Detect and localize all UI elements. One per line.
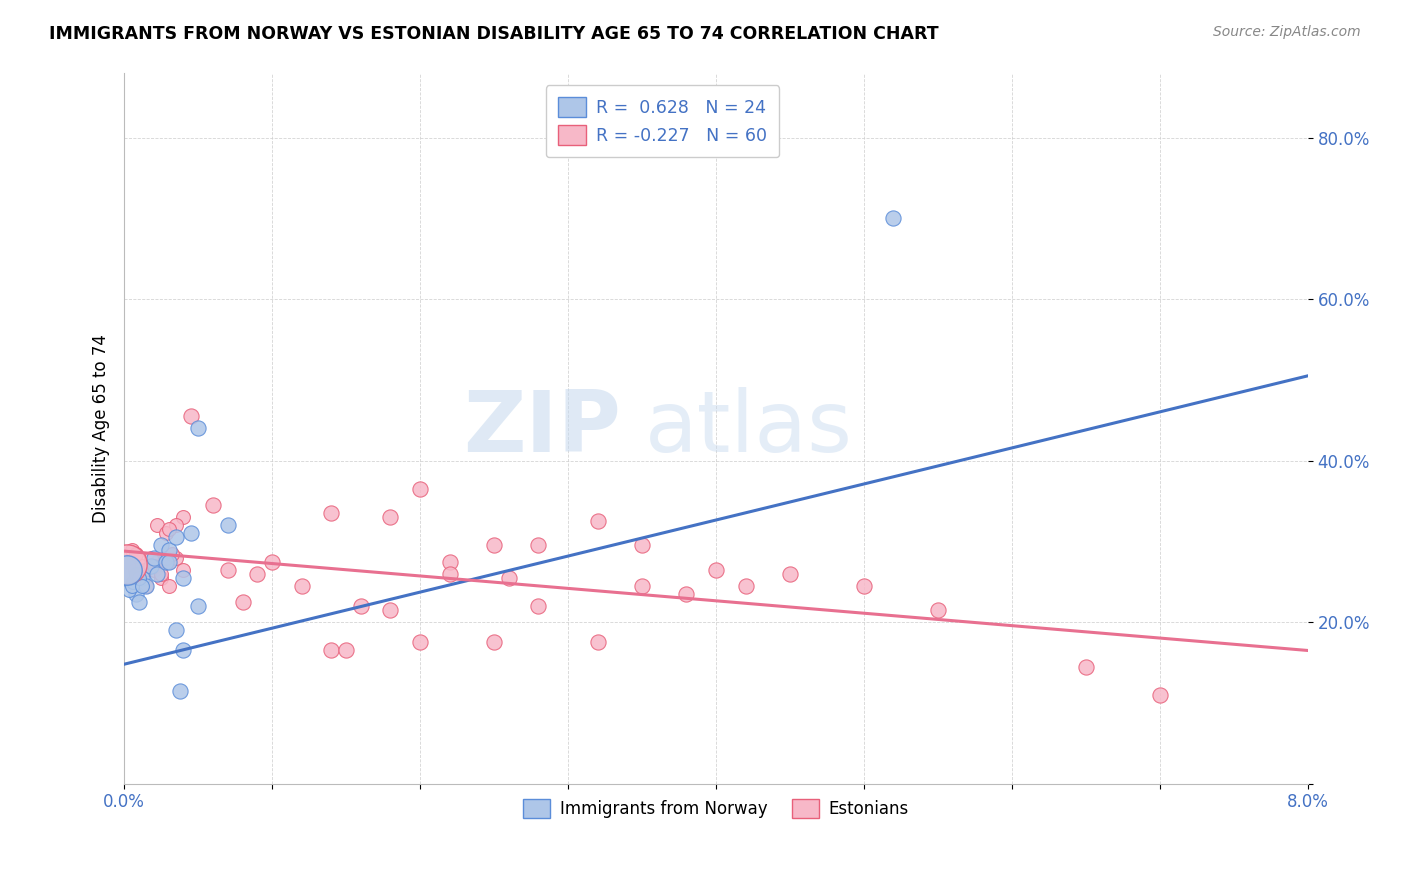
Point [157, 522, 180, 536]
Point [172, 510, 194, 524]
Point [155, 555, 177, 569]
Point [135, 579, 157, 593]
Point [527, 599, 550, 613]
Point [124, 563, 146, 577]
Point [157, 555, 180, 569]
Point [131, 571, 153, 585]
Point [180, 409, 202, 424]
Text: ZIP: ZIP [464, 387, 621, 470]
Point [172, 563, 194, 577]
Text: Source: ZipAtlas.com: Source: ZipAtlas.com [1213, 25, 1361, 39]
Point [380, 603, 402, 617]
Point [135, 579, 157, 593]
Point [150, 571, 173, 585]
Point [631, 539, 654, 553]
Point [180, 526, 202, 541]
Point [157, 555, 180, 569]
Point [380, 510, 402, 524]
Point [187, 421, 209, 435]
Point [139, 550, 162, 565]
Point [201, 498, 224, 512]
Point [134, 563, 156, 577]
Point [409, 482, 432, 496]
Point [125, 566, 148, 581]
Point [631, 579, 654, 593]
Point [527, 539, 550, 553]
Point [439, 555, 461, 569]
Point [128, 571, 150, 585]
Point [232, 595, 254, 609]
Point [160, 547, 183, 561]
Point [155, 526, 177, 541]
Point [145, 555, 167, 569]
Point [145, 518, 167, 533]
Point [482, 539, 505, 553]
Point [165, 530, 187, 544]
Point [321, 506, 343, 520]
Point [128, 595, 150, 609]
Point [291, 579, 314, 593]
Point [165, 624, 187, 638]
Point [115, 563, 138, 577]
Point [1149, 688, 1171, 702]
Point [121, 542, 143, 557]
Point [779, 566, 801, 581]
Point [350, 599, 373, 613]
Point [125, 587, 148, 601]
Point [586, 514, 609, 528]
Point [169, 683, 191, 698]
Point [157, 579, 180, 593]
Point [150, 566, 173, 581]
Point [852, 579, 875, 593]
Point [439, 566, 461, 581]
Point [586, 635, 609, 649]
Point [125, 547, 148, 561]
Y-axis label: Disability Age 65 to 74: Disability Age 65 to 74 [93, 334, 110, 523]
Point [262, 555, 284, 569]
Point [927, 603, 949, 617]
Point [139, 558, 162, 573]
Point [157, 542, 180, 557]
Point [321, 643, 343, 657]
Point [217, 563, 239, 577]
Point [165, 550, 187, 565]
Point [150, 539, 173, 553]
Point [139, 558, 162, 573]
Point [145, 566, 167, 581]
Point [1074, 659, 1097, 673]
Point [335, 643, 357, 657]
Point [118, 582, 141, 597]
Point [142, 550, 165, 565]
Point [128, 571, 150, 585]
Point [498, 571, 520, 585]
Text: IMMIGRANTS FROM NORWAY VS ESTONIAN DISABILITY AGE 65 TO 74 CORRELATION CHART: IMMIGRANTS FROM NORWAY VS ESTONIAN DISAB… [49, 25, 939, 43]
Point [165, 518, 187, 533]
Point [115, 557, 138, 571]
Point [172, 643, 194, 657]
Point [882, 211, 904, 226]
Point [409, 635, 432, 649]
Point [217, 518, 239, 533]
Point [155, 550, 177, 565]
Point [131, 579, 153, 593]
Legend: Immigrants from Norway, Estonians: Immigrants from Norway, Estonians [516, 793, 915, 825]
Point [131, 558, 153, 573]
Point [704, 563, 727, 577]
Point [118, 555, 141, 569]
Point [482, 635, 505, 649]
Point [121, 579, 143, 593]
Point [142, 563, 165, 577]
Point [142, 558, 165, 573]
Point [246, 566, 269, 581]
Point [734, 579, 756, 593]
Point [187, 599, 209, 613]
Point [172, 571, 194, 585]
Point [122, 574, 145, 589]
Text: atlas: atlas [645, 387, 853, 470]
Point [675, 587, 697, 601]
